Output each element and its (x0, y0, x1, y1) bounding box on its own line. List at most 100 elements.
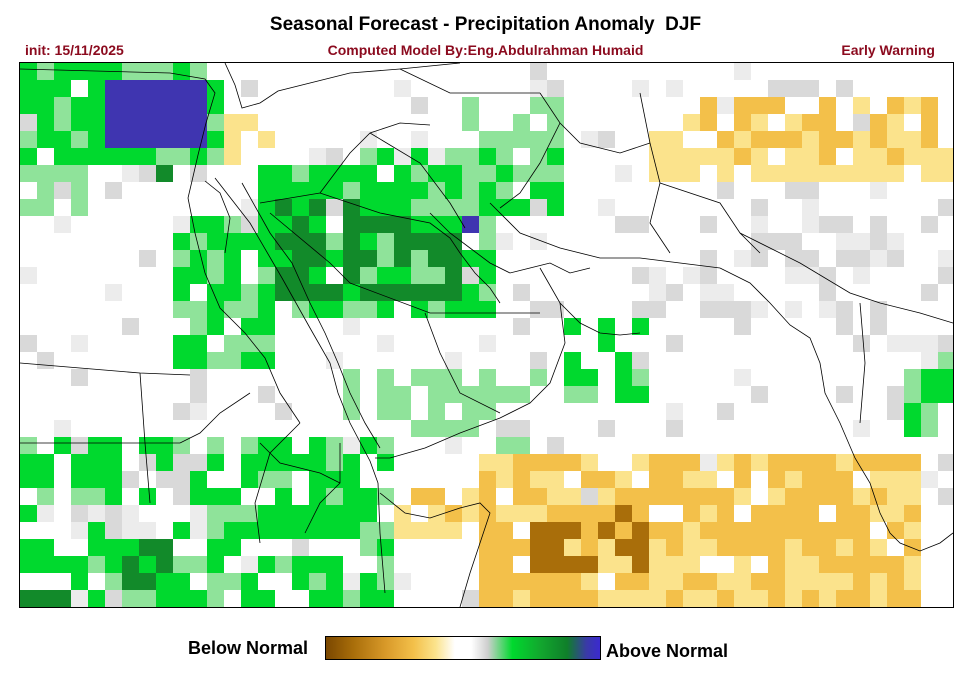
anomaly-cell (683, 556, 700, 573)
anomaly-cell (904, 335, 921, 352)
anomaly-cell (853, 590, 870, 607)
anomaly-cell (54, 63, 71, 80)
anomaly-cell (666, 454, 683, 471)
anomaly-cell (275, 471, 292, 488)
anomaly-cell (496, 199, 513, 216)
anomaly-cell (360, 165, 377, 182)
anomaly-cell (717, 505, 734, 522)
anomaly-cell (445, 301, 462, 318)
anomaly-cell (717, 284, 734, 301)
anomaly-cell (20, 63, 37, 80)
anomaly-cell (530, 148, 547, 165)
anomaly-cell (751, 522, 768, 539)
anomaly-cell (224, 284, 241, 301)
anomaly-cell (836, 301, 853, 318)
anomaly-cell (326, 556, 343, 573)
anomaly-cell (105, 539, 122, 556)
anomaly-cell (173, 590, 190, 607)
anomaly-cell (411, 250, 428, 267)
anomaly-cell (530, 454, 547, 471)
anomaly-cell (71, 369, 88, 386)
anomaly-cell (768, 165, 785, 182)
anomaly-cell (207, 131, 224, 148)
anomaly-cell (309, 216, 326, 233)
anomaly-cell (139, 131, 156, 148)
anomaly-cell (326, 454, 343, 471)
anomaly-cell (683, 539, 700, 556)
anomaly-cell (598, 318, 615, 335)
anomaly-cell (819, 471, 836, 488)
anomaly-cell (734, 97, 751, 114)
anomaly-cell (139, 488, 156, 505)
anomaly-cell (717, 522, 734, 539)
anomaly-cell (853, 148, 870, 165)
anomaly-cell (496, 505, 513, 522)
anomaly-cell (870, 131, 887, 148)
anomaly-cell (343, 437, 360, 454)
anomaly-cell (751, 301, 768, 318)
anomaly-cell (496, 182, 513, 199)
anomaly-cell (326, 437, 343, 454)
anomaly-cell (224, 131, 241, 148)
anomaly-cell (37, 165, 54, 182)
anomaly-cell (241, 471, 258, 488)
anomaly-cell (649, 131, 666, 148)
anomaly-cell (20, 80, 37, 97)
anomaly-cell (921, 403, 938, 420)
anomaly-cell (445, 199, 462, 216)
anomaly-cell (649, 539, 666, 556)
anomaly-cell (428, 216, 445, 233)
anomaly-cell (343, 488, 360, 505)
anomaly-cell (700, 505, 717, 522)
anomaly-cell (275, 250, 292, 267)
anomaly-cell (853, 420, 870, 437)
anomaly-cell (649, 148, 666, 165)
anomaly-cell (700, 454, 717, 471)
anomaly-cell (547, 437, 564, 454)
anomaly-cell (921, 165, 938, 182)
anomaly-cell (921, 97, 938, 114)
anomaly-cell (581, 573, 598, 590)
anomaly-cell (428, 148, 445, 165)
anomaly-cell (258, 454, 275, 471)
anomaly-cell (836, 318, 853, 335)
anomaly-cell (445, 182, 462, 199)
anomaly-cell (530, 573, 547, 590)
anomaly-cell (224, 335, 241, 352)
anomaly-cell (173, 80, 190, 97)
anomaly-cell (105, 590, 122, 607)
anomaly-cell (649, 488, 666, 505)
anomaly-cell (326, 471, 343, 488)
anomaly-cell (717, 454, 734, 471)
anomaly-cell (343, 250, 360, 267)
anomaly-cell (887, 454, 904, 471)
anomaly-cell (275, 437, 292, 454)
anomaly-cell (700, 590, 717, 607)
anomaly-cell (207, 114, 224, 131)
anomaly-cell (887, 488, 904, 505)
anomaly-cell (241, 454, 258, 471)
anomaly-cell (292, 573, 309, 590)
anomaly-cell (479, 199, 496, 216)
anomaly-cell (530, 522, 547, 539)
anomaly-cell (462, 301, 479, 318)
anomaly-cell (428, 403, 445, 420)
anomaly-cell (836, 233, 853, 250)
anomaly-cell (20, 267, 37, 284)
anomaly-cell (377, 335, 394, 352)
anomaly-cell (173, 284, 190, 301)
anomaly-cell (258, 556, 275, 573)
anomaly-cell (836, 573, 853, 590)
anomaly-cell (445, 165, 462, 182)
anomaly-cell (462, 250, 479, 267)
anomaly-cell (173, 556, 190, 573)
anomaly-cell (309, 267, 326, 284)
anomaly-cell (360, 148, 377, 165)
anomaly-cell (173, 250, 190, 267)
anomaly-cell (870, 165, 887, 182)
anomaly-cell (394, 403, 411, 420)
anomaly-cell (377, 556, 394, 573)
anomaly-cell (513, 488, 530, 505)
anomaly-cell (666, 471, 683, 488)
anomaly-cell (37, 505, 54, 522)
